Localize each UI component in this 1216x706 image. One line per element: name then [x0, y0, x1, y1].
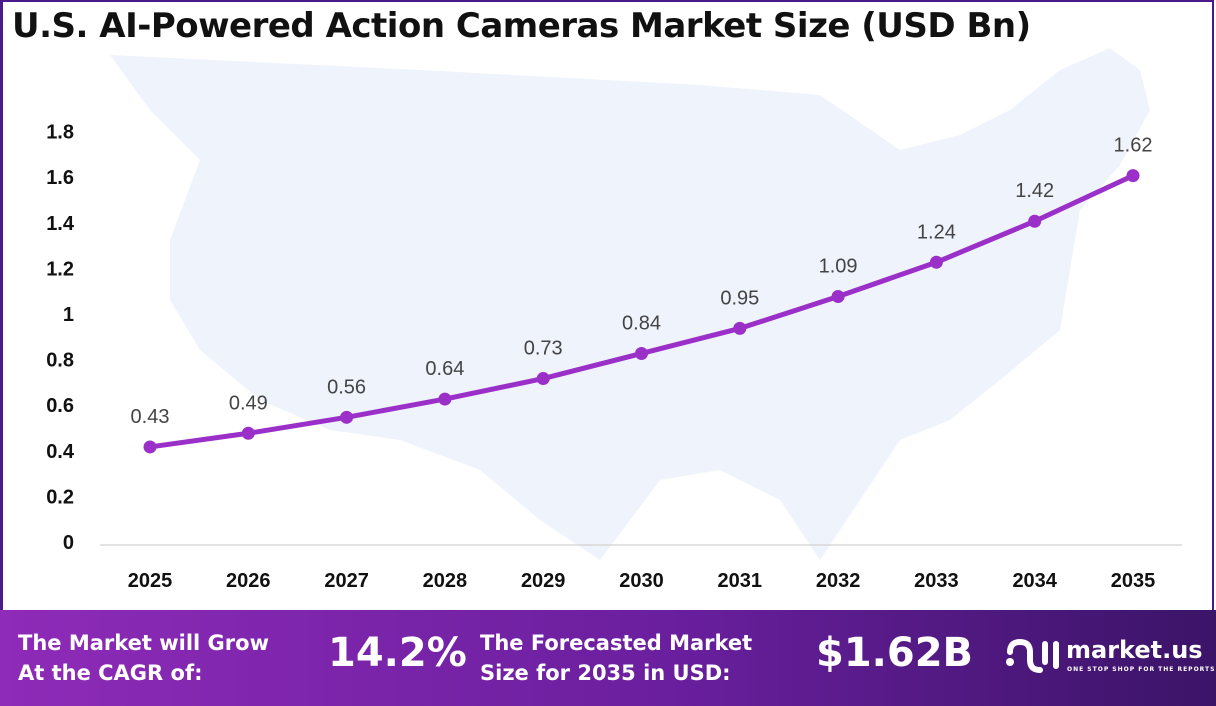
x-tick-label: 2034: [1012, 570, 1057, 592]
x-tick-label: 2025: [128, 570, 173, 592]
chart-title: U.S. AI-Powered Action Cameras Market Si…: [12, 6, 1031, 46]
data-point: [241, 426, 255, 440]
x-tick-label: 2027: [324, 570, 369, 592]
data-label: 1.24: [917, 221, 956, 243]
cagr-label-2: At the CAGR of:: [18, 661, 203, 685]
data-label: 0.64: [425, 358, 464, 380]
market-us-logo-icon: [1006, 638, 1059, 673]
data-point: [536, 372, 550, 386]
data-point: [340, 410, 354, 424]
y-tick-label: 1.8: [46, 122, 74, 144]
cagr-value: 14.2%: [328, 630, 467, 676]
x-tick-label: 2035: [1111, 570, 1156, 592]
data-label: 0.84: [622, 312, 661, 334]
data-point: [635, 346, 648, 360]
y-tick-label: 0.6: [46, 395, 74, 417]
forecast-label-1: The Forecasted Market: [480, 631, 753, 655]
data-point: [1028, 214, 1042, 228]
forecast-label-2: Size for 2035 in USD:: [480, 661, 731, 685]
data-label: 1.42: [1015, 180, 1054, 202]
cagr-label-1: The Market will Grow: [18, 631, 269, 655]
forecast-value: $1.62B: [816, 630, 974, 676]
x-tick-label: 2032: [816, 570, 861, 592]
y-tick-label: 1: [63, 304, 74, 326]
us-map-background: [110, 48, 1150, 560]
data-label: 0.95: [720, 287, 759, 309]
x-tick-label: 2033: [914, 570, 959, 592]
data-point: [143, 440, 157, 454]
logo-tagline: ONE STOP SHOP FOR THE REPORTS: [1067, 666, 1216, 673]
y-tick-label: 1.2: [46, 258, 74, 280]
x-tick-label: 2029: [521, 570, 566, 592]
footer-banner: The Market will Grow At the CAGR of: 14.…: [0, 610, 1216, 706]
x-tick-label: 2031: [718, 570, 763, 592]
data-label: 0.49: [229, 392, 268, 414]
y-tick-label: 0.4: [46, 441, 75, 463]
y-tick-label: 1.6: [46, 167, 74, 189]
data-label: 1.09: [819, 255, 858, 277]
x-tick-label: 2026: [226, 570, 271, 592]
data-label: 0.73: [524, 338, 563, 360]
logo-name: market.us: [1066, 636, 1203, 664]
data-point: [438, 392, 452, 406]
chart-frame: [0, 0, 1214, 610]
x-tick-label: 2028: [423, 570, 468, 592]
data-label: 0.43: [131, 406, 170, 428]
data-label: 0.56: [327, 376, 366, 398]
line-chart: 0 0.2 0.4 0.6 0.8 1 1.2 1.4 1.6 1.8 2025 2026 2027 20…: [46, 48, 1182, 592]
y-tick-label: 0: [63, 532, 74, 554]
y-tick-label: 0.2: [46, 486, 74, 508]
data-point: [733, 321, 747, 335]
y-tick-label: 0.8: [46, 350, 74, 372]
data-point: [831, 289, 845, 303]
data-label: 1.62: [1114, 135, 1153, 157]
x-tick-label: 2030: [619, 570, 664, 592]
data-point: [1126, 169, 1140, 183]
data-point: [929, 255, 943, 269]
y-tick-label: 1.4: [46, 213, 75, 235]
